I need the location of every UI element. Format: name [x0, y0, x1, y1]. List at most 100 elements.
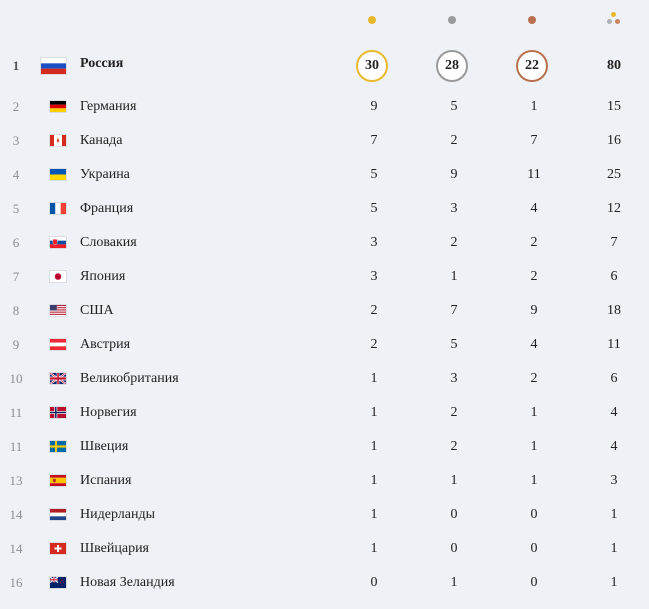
- total-count: 1: [610, 541, 618, 556]
- country-name[interactable]: Германия: [80, 99, 137, 114]
- total-count: 16: [607, 133, 621, 148]
- rank: 13: [9, 473, 23, 488]
- flag-austria-icon: [50, 339, 66, 350]
- table-row[interactable]: 8 США 2 7 9 18: [0, 294, 649, 328]
- flag-ukraine-icon: [50, 169, 66, 180]
- country-name[interactable]: Великобритания: [80, 371, 179, 386]
- gold-count: 5: [370, 167, 378, 182]
- gold-count: 3: [370, 235, 378, 250]
- silver-count: 7: [450, 303, 458, 318]
- total-count: 4: [610, 405, 618, 420]
- silver-count: 5: [450, 99, 458, 114]
- table-row[interactable]: 13 Испания 1 1 1 3: [0, 464, 649, 498]
- total-count: 25: [607, 167, 621, 182]
- gold-count: 5: [370, 201, 378, 216]
- country-name[interactable]: Швейцария: [80, 541, 149, 556]
- flag-slovakia-icon: [50, 237, 66, 248]
- silver-count: 2: [450, 439, 458, 454]
- table-row[interactable]: 7 Япония 3 1 2 6: [0, 260, 649, 294]
- rank: 4: [12, 167, 20, 182]
- country-name[interactable]: Франция: [80, 201, 134, 216]
- table-row[interactable]: 2 Германия 9 5 1 15: [0, 90, 649, 124]
- gold-count: 3: [370, 269, 378, 284]
- table-row[interactable]: 14 Швейцария 1 0 0 1: [0, 532, 649, 566]
- table-row[interactable]: 1 Россия 30 28 22 80: [0, 44, 649, 88]
- flag-russia-icon: [41, 58, 66, 74]
- flag-new-zealand-icon: [50, 577, 66, 588]
- bronze-count: 4: [530, 201, 538, 216]
- bronze-count: 9: [530, 303, 538, 318]
- country-name[interactable]: Украина: [80, 167, 130, 182]
- flag-canada-icon: [50, 135, 66, 146]
- country-name[interactable]: Канада: [80, 133, 123, 148]
- bronze-count: 1: [530, 473, 538, 488]
- flag-germany-icon: [50, 101, 66, 112]
- silver-count: 1: [450, 575, 458, 590]
- total-count: 1: [610, 575, 618, 590]
- total-count: 11: [607, 337, 621, 352]
- bronze-count: 11: [527, 167, 541, 182]
- table-row[interactable]: 10 Великобритания 1 3 2 6: [0, 362, 649, 396]
- table-row[interactable]: 9 Австрия 2 5 4 11: [0, 328, 649, 362]
- country-name[interactable]: Нидерланды: [80, 507, 155, 522]
- table-row[interactable]: 6 Словакия 3 2 2 7: [0, 226, 649, 260]
- gold-count: 2: [370, 337, 378, 352]
- rank: 5: [12, 201, 20, 216]
- bronze-count: 1: [530, 439, 538, 454]
- country-name[interactable]: Швеция: [80, 439, 129, 454]
- flag-netherlands-icon: [50, 509, 66, 520]
- gold-count: 0: [370, 575, 378, 590]
- table-row[interactable]: 11 Норвегия 1 2 1 4: [0, 396, 649, 430]
- flag-sweden-icon: [50, 441, 66, 452]
- flag-france-icon: [50, 203, 66, 214]
- table-row[interactable]: 11 Швеция 1 2 1 4: [0, 430, 649, 464]
- total-count: 15: [607, 99, 621, 114]
- silver-count: 0: [450, 507, 458, 522]
- table-row[interactable]: 3 Канада 7 2 7 16: [0, 124, 649, 158]
- country-name[interactable]: США: [80, 303, 114, 318]
- bronze-count-badge: 22: [516, 50, 548, 82]
- gold-count: 1: [370, 371, 378, 386]
- country-name[interactable]: Россия: [80, 56, 124, 71]
- gold-count: 7: [370, 133, 378, 148]
- silver-medal-dot-icon: [448, 16, 456, 24]
- silver-count: 9: [450, 167, 458, 182]
- country-name[interactable]: Австрия: [80, 337, 131, 352]
- bronze-count: 2: [530, 269, 538, 284]
- bronze-count: 0: [530, 575, 538, 590]
- table-row[interactable]: 5 Франция 5 3 4 12: [0, 192, 649, 226]
- silver-count: 3: [450, 201, 458, 216]
- table-row[interactable]: 16 Новая Зеландия 0 1 0 1: [0, 566, 649, 600]
- silver-count: 2: [450, 235, 458, 250]
- gold-count: 9: [370, 99, 378, 114]
- total-count: 6: [610, 269, 618, 284]
- flag-usa-icon: [50, 305, 66, 316]
- silver-count: 5: [450, 337, 458, 352]
- country-name[interactable]: Новая Зеландия: [80, 575, 175, 590]
- bronze-count: 2: [530, 371, 538, 386]
- total-count: 12: [607, 201, 621, 216]
- bronze-count: 0: [530, 507, 538, 522]
- rank: 11: [9, 439, 23, 454]
- flag-switzerland-icon: [50, 543, 66, 554]
- table-row[interactable]: 4 Украина 5 9 11 25: [0, 158, 649, 192]
- bronze-count: 4: [530, 337, 538, 352]
- silver-count: 1: [450, 473, 458, 488]
- table-row[interactable]: 14 Нидерланды 1 0 0 1: [0, 498, 649, 532]
- country-name[interactable]: Япония: [80, 269, 126, 284]
- silver-count: 1: [450, 269, 458, 284]
- bronze-count: 7: [530, 133, 538, 148]
- rank: 8: [12, 303, 20, 318]
- country-name[interactable]: Испания: [80, 473, 132, 488]
- country-name[interactable]: Норвегия: [80, 405, 137, 420]
- total-count: 80: [607, 58, 621, 73]
- rank: 6: [12, 235, 20, 250]
- gold-count: 2: [370, 303, 378, 318]
- country-name[interactable]: Словакия: [80, 235, 137, 250]
- rank: 10: [9, 371, 23, 386]
- total-count: 6: [610, 371, 618, 386]
- rank: 14: [9, 507, 23, 522]
- silver-count: 0: [450, 541, 458, 556]
- silver-count-badge: 28: [436, 50, 468, 82]
